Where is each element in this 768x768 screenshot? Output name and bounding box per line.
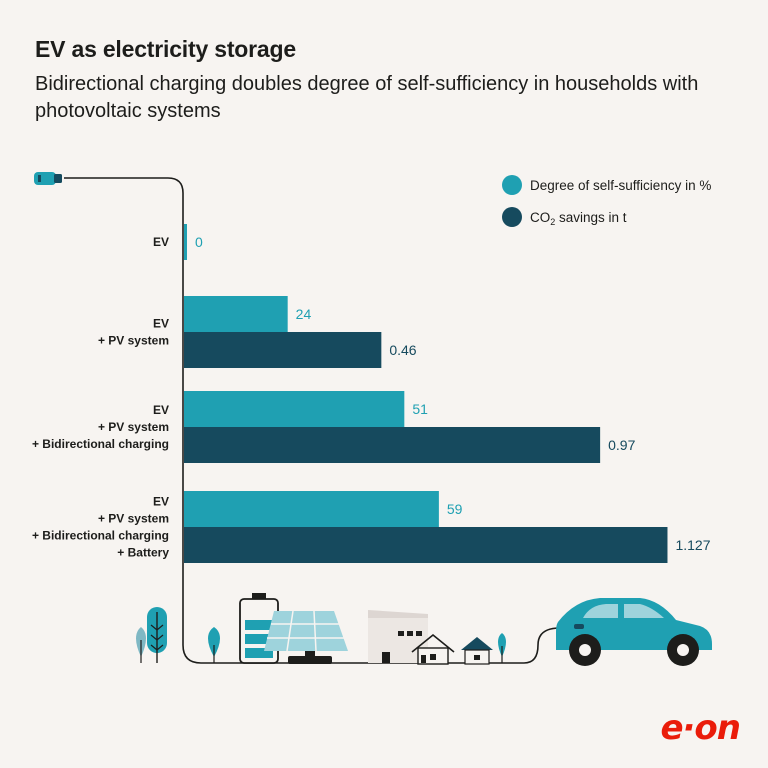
- bars-layer: 0 24 0.46 51 0.97 59 1.127: [184, 224, 711, 563]
- bar-co2-savings: [184, 527, 668, 563]
- category-label: EV + PV system + Bidirectional charging: [32, 403, 169, 451]
- data-label-co2-savings: 0.46: [389, 342, 416, 358]
- bar-self-sufficiency: [184, 224, 187, 260]
- data-label-self-sufficiency: 51: [412, 401, 428, 417]
- tree-icon: [147, 607, 167, 663]
- data-label-self-sufficiency: 24: [296, 306, 312, 322]
- small-house-icon: [461, 637, 493, 665]
- solar-panel-icon: [264, 610, 348, 664]
- category-label: EV + PV system: [98, 317, 169, 348]
- illustration: [136, 593, 712, 666]
- eon-logo: e·on: [660, 708, 741, 748]
- house-icon: [411, 633, 455, 665]
- electric-car-icon: [556, 598, 712, 666]
- data-label-self-sufficiency: 59: [447, 501, 463, 517]
- data-label-co2-savings: 1.127: [675, 537, 710, 553]
- legend: Degree of self-sufficiency in % CO2 savi…: [502, 175, 711, 227]
- bar-self-sufficiency: [184, 391, 405, 427]
- tree-icon: [498, 633, 506, 663]
- bar-self-sufficiency: [184, 296, 288, 332]
- category-label: EV: [153, 235, 169, 249]
- bar-self-sufficiency: [184, 491, 439, 527]
- data-label-co2-savings: 0.97: [608, 437, 635, 453]
- category-labels: EV EV + PV system EV + PV system + Bidirectio…: [32, 235, 169, 560]
- legend-swatch-self-sufficiency: [502, 175, 522, 195]
- plug-icon: [34, 172, 62, 185]
- tree-icon: [208, 627, 220, 663]
- legend-swatch-co2: [502, 207, 522, 227]
- chart-title: EV as electricity storage: [35, 36, 296, 62]
- tree-icon: [136, 627, 146, 663]
- bar-co2-savings: [184, 332, 382, 368]
- chart-subtitle: Bidirectional charging doubles degree of…: [35, 73, 699, 122]
- legend-label-self-sufficiency: Degree of self-sufficiency in %: [530, 178, 711, 193]
- charging-cable: [64, 177, 575, 664]
- building-icon: [368, 610, 428, 663]
- data-label-self-sufficiency: 0: [195, 234, 203, 250]
- bar-co2-savings: [184, 427, 601, 463]
- category-label: EV + PV system + Bidirectional charging + B…: [32, 495, 169, 560]
- legend-label-co2: CO2 savings in t: [530, 210, 627, 227]
